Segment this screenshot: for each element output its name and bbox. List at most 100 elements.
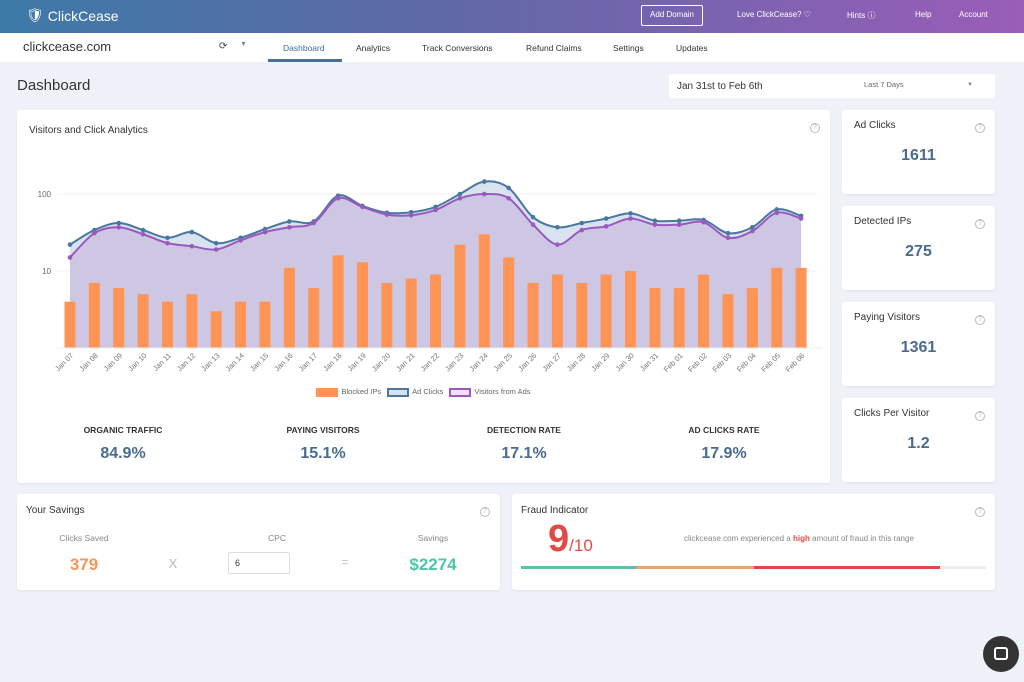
page-title: Dashboard xyxy=(17,77,91,94)
visitors-point xyxy=(384,212,390,217)
fraud-message: clickcease.com experienced a high amount… xyxy=(684,534,914,543)
refresh-icon[interactable]: ⟳ xyxy=(219,41,228,52)
stat-detection-rate: DETECTION RATE 17.1% xyxy=(487,425,561,462)
bar-blocked-ips xyxy=(551,274,563,348)
legend-blocked-ips[interactable]: Blocked IPs xyxy=(316,387,381,397)
x-tick-label: Jan 21 xyxy=(394,351,416,373)
visitors-point xyxy=(140,231,146,237)
cpc-input[interactable]: 6 xyxy=(228,552,290,574)
help-icon[interactable]: ? xyxy=(975,219,985,229)
x-tick-label: Jan 19 xyxy=(346,351,368,373)
bar-blocked-ips xyxy=(600,274,612,348)
visitors-point xyxy=(676,222,682,227)
ad-clicks-point xyxy=(750,224,755,230)
tab-track-conversions[interactable]: Track Conversions xyxy=(422,43,493,53)
x-tick-label: Feb 03 xyxy=(711,351,734,374)
add-domain-button[interactable]: Add Domain xyxy=(641,5,703,26)
bar-blocked-ips xyxy=(186,294,198,348)
help-icon[interactable]: ? xyxy=(975,411,985,421)
savings-card: Your Savings ? Clicks Saved 379 X CPC 6 … xyxy=(17,494,500,590)
ad-clicks-point xyxy=(67,242,73,247)
help-link[interactable]: Help xyxy=(915,10,932,19)
domain-selector[interactable]: clickcease.com xyxy=(23,39,112,54)
x-tick-label: Feb 06 xyxy=(784,351,807,374)
nav-bar: clickcease.com ⟳ ▼ Dashboard Analytics T… xyxy=(0,33,1024,62)
ad-clicks-point xyxy=(530,214,536,220)
x-tick-label: Jan 24 xyxy=(467,351,489,373)
ad-clicks-point xyxy=(506,185,511,191)
visitors-point xyxy=(213,247,219,252)
visitors-point xyxy=(481,191,487,197)
ad-clicks-point xyxy=(676,218,682,224)
visitors-point xyxy=(360,204,365,210)
bar-blocked-ips xyxy=(356,262,368,348)
visitors-point xyxy=(335,195,341,201)
shield-check-icon: 🛡 xyxy=(26,7,44,23)
y-tick-label: 100 xyxy=(38,190,52,199)
ad-clicks-point xyxy=(116,220,122,226)
x-tick-label: Jan 30 xyxy=(614,351,636,373)
tab-dashboard[interactable]: Dashboard xyxy=(283,43,325,53)
help-icon[interactable]: ? xyxy=(480,507,490,517)
visitors-point xyxy=(238,238,243,243)
x-tick-label: Feb 01 xyxy=(662,351,685,374)
visitors-point xyxy=(530,222,536,227)
chevron-down-icon[interactable]: ▼ xyxy=(967,82,973,88)
tab-analytics[interactable]: Analytics xyxy=(356,43,391,53)
x-tick-label: Feb 05 xyxy=(759,351,782,374)
legend-visitors[interactable]: Visitors from Ads xyxy=(449,387,531,397)
ad-clicks-point xyxy=(165,235,170,241)
legend-ad-clicks[interactable]: Ad Clicks xyxy=(387,387,443,397)
help-icon[interactable]: ? xyxy=(810,123,820,133)
chat-button[interactable] xyxy=(983,636,1019,672)
help-icon[interactable]: ? xyxy=(975,507,985,517)
bar-blocked-ips xyxy=(430,274,442,348)
visitors-point xyxy=(555,242,560,247)
x-tick-label: Jan 08 xyxy=(77,351,99,373)
ad-clicks-point xyxy=(481,179,487,184)
x-tick-label: Jan 14 xyxy=(224,351,246,373)
bar-blocked-ips xyxy=(210,311,222,348)
x-tick-label: Feb 04 xyxy=(735,351,758,374)
ad-clicks-point xyxy=(774,207,780,212)
bar-blocked-ips xyxy=(478,234,490,348)
tab-settings[interactable]: Settings xyxy=(613,43,644,53)
bar-blocked-ips xyxy=(698,274,710,348)
x-tick-label: Jan 18 xyxy=(321,351,343,373)
visitors-point xyxy=(603,224,609,229)
period-select[interactable]: Last 7 Days xyxy=(864,80,904,89)
help-icon[interactable]: ? xyxy=(975,123,985,133)
love-link[interactable]: Love ClickCease? ♡ xyxy=(737,10,811,19)
bar-blocked-ips xyxy=(113,288,125,348)
card-title: Visitors and Click Analytics xyxy=(29,125,148,136)
fraud-indicator-card: Fraud Indicator ? 9/10 clickcease.com ex… xyxy=(512,494,995,590)
chevron-down-icon[interactable]: ▼ xyxy=(240,41,247,48)
x-tick-label: Jan 28 xyxy=(565,351,587,373)
account-link[interactable]: Account xyxy=(959,10,988,19)
date-range-selector[interactable]: Jan 31st to Feb 6th Last 7 Days ▼ xyxy=(669,74,995,98)
x-tick-label: Jan 10 xyxy=(126,351,148,373)
visitors-point xyxy=(750,228,755,234)
x-tick-label: Jan 09 xyxy=(102,351,124,373)
visitors-point xyxy=(433,207,438,213)
analytics-card: Visitors and Click Analytics ? 10 100 Jan … xyxy=(17,110,830,483)
visitors-point xyxy=(67,255,73,260)
ad-clicks-point xyxy=(457,191,463,197)
chart-legend: Blocked IPs Ad Clicks Visitors from Ads xyxy=(17,387,830,397)
hints-link[interactable]: Hints ⓘ xyxy=(847,11,876,20)
x-tick-label: Jan 31 xyxy=(638,351,660,373)
tab-refund-claims[interactable]: Refund Claims xyxy=(526,43,582,53)
bar-blocked-ips xyxy=(722,294,734,348)
bar-blocked-ips xyxy=(161,301,173,348)
x-tick-label: Jan 11 xyxy=(151,351,173,373)
top-bar: 🛡 ClickCease Add Domain Love ClickCease? … xyxy=(0,0,1024,33)
bar-blocked-ips xyxy=(673,288,685,348)
visitors-point xyxy=(652,222,658,227)
x-tick-label: Jan 17 xyxy=(297,351,319,373)
visitors-point xyxy=(311,220,317,226)
brand-logo[interactable]: 🛡 ClickCease xyxy=(26,7,119,24)
tab-updates[interactable]: Updates xyxy=(676,43,708,53)
bar-blocked-ips xyxy=(137,294,149,348)
x-tick-label: Jan 07 xyxy=(53,351,75,373)
help-icon[interactable]: ? xyxy=(975,315,985,325)
